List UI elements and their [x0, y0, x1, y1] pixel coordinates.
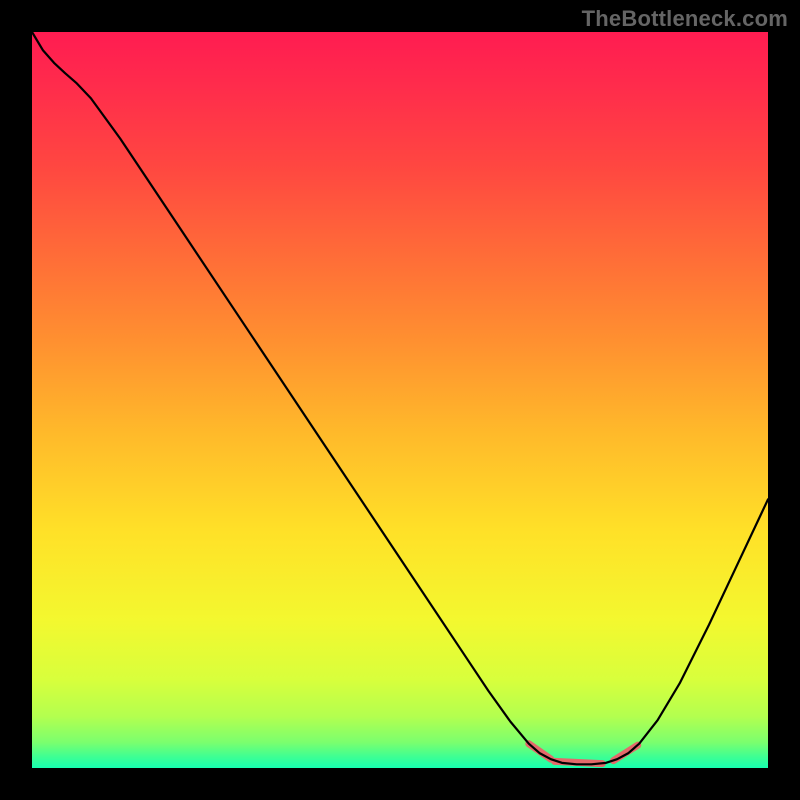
chart-container: { "watermark": { "text": "TheBottleneck.…: [0, 0, 800, 800]
plot-background: [32, 32, 768, 768]
bottleneck-chart: [0, 0, 800, 800]
watermark-text: TheBottleneck.com: [582, 6, 788, 32]
